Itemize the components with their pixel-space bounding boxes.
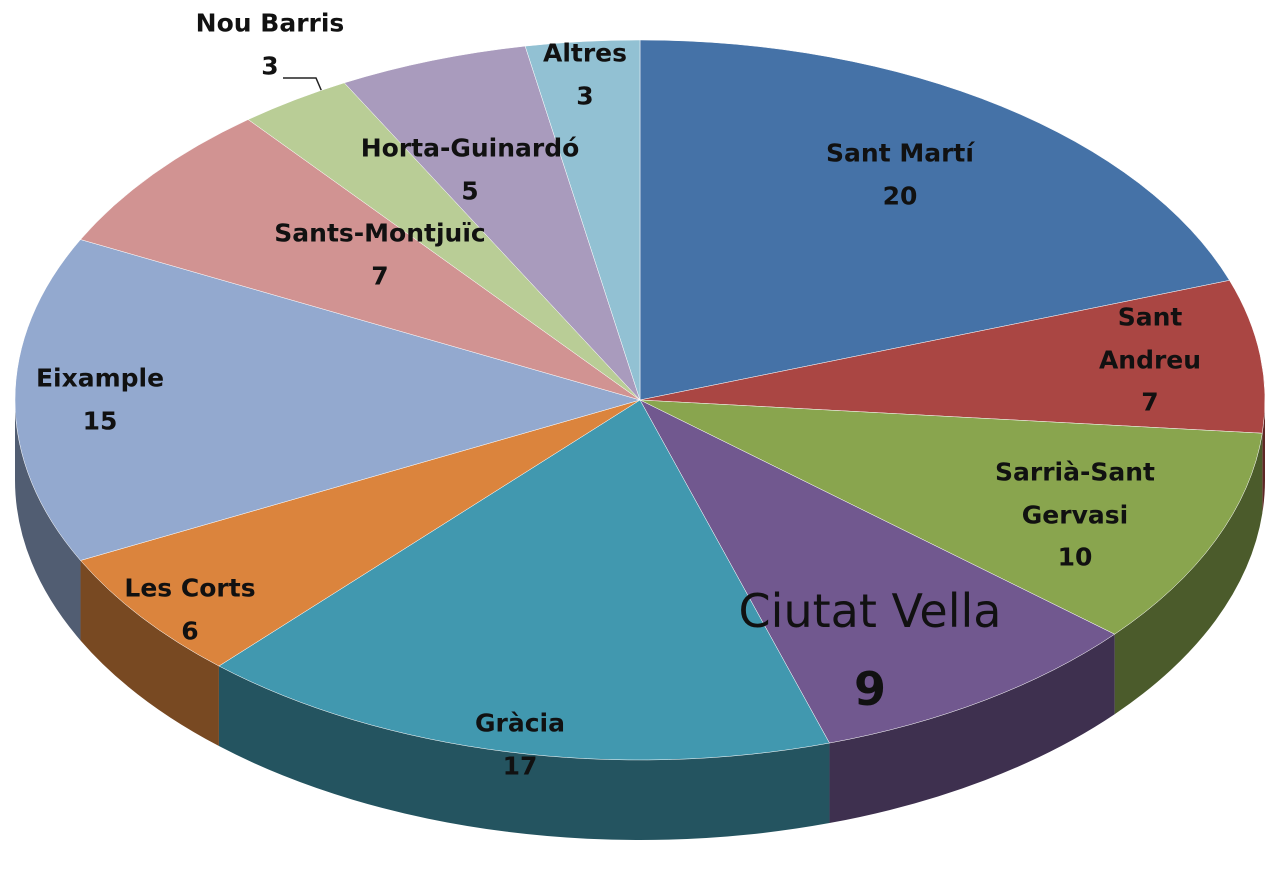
- label-value: 5: [461, 176, 479, 205]
- label-name: Sarrià-Sant Gervasi: [995, 457, 1155, 529]
- label-value: 20: [882, 181, 918, 210]
- label-value: 7: [371, 261, 389, 290]
- label-value: 17: [502, 751, 538, 780]
- slice-label: Les Corts 6: [124, 568, 255, 653]
- slice-label: Sant Martí 20: [826, 133, 974, 218]
- label-value: 10: [1057, 542, 1093, 572]
- slice: [639, 39, 1230, 401]
- slice: [639, 399, 1116, 744]
- slice-side: [1262, 400, 1265, 514]
- slice: [14, 239, 641, 561]
- label-name: Sant Martí: [826, 138, 974, 168]
- slice-label: Sants-Montjuïc 7: [274, 213, 485, 298]
- label-value: 7: [1141, 387, 1159, 417]
- slice: [80, 119, 641, 401]
- label-name: Ciutat Vella: [738, 583, 1002, 638]
- slice-side: [14, 400, 81, 641]
- label-name: Nou Barris: [195, 8, 345, 38]
- slice: [524, 39, 641, 401]
- slice-side: [1114, 433, 1263, 715]
- slice-side: [80, 560, 219, 747]
- slice: [639, 399, 1263, 635]
- slice-label: Nou Barris 3: [196, 3, 345, 88]
- label-name: Sant Andreu: [1098, 302, 1202, 374]
- slice: [343, 45, 641, 401]
- leader-line: [283, 77, 323, 93]
- slice-label: Gràcia 17: [475, 703, 565, 788]
- label-value: 6: [181, 616, 199, 645]
- slice-label: Horta-Guinardó 5: [361, 128, 580, 213]
- slice-label: Ciutat Vella 9: [739, 572, 1002, 728]
- slice: [218, 399, 830, 761]
- label-value: 9: [853, 662, 887, 716]
- slice-side: [829, 634, 1115, 824]
- slice-label: Sant Andreu 7: [1090, 296, 1210, 424]
- slice: [80, 399, 641, 667]
- slice-side: [218, 666, 830, 840]
- label-name: Eixample: [35, 363, 165, 393]
- label-value: 3: [576, 81, 594, 110]
- slice-label: Altres 3: [543, 33, 627, 118]
- label-value: 3: [261, 51, 279, 80]
- label-name: Gràcia: [475, 708, 565, 738]
- slice-label: Sarrià-Sant Gervasi 10: [978, 451, 1173, 579]
- slice-label: Eixample 15: [36, 358, 164, 443]
- label-name: Sants-Montjuïc: [274, 218, 486, 248]
- label-name: Les Corts: [124, 573, 256, 603]
- label-name: Altres: [542, 38, 628, 68]
- slice: [639, 280, 1266, 434]
- label-name: Horta-Guinardó: [360, 133, 580, 163]
- label-value: 15: [82, 406, 118, 435]
